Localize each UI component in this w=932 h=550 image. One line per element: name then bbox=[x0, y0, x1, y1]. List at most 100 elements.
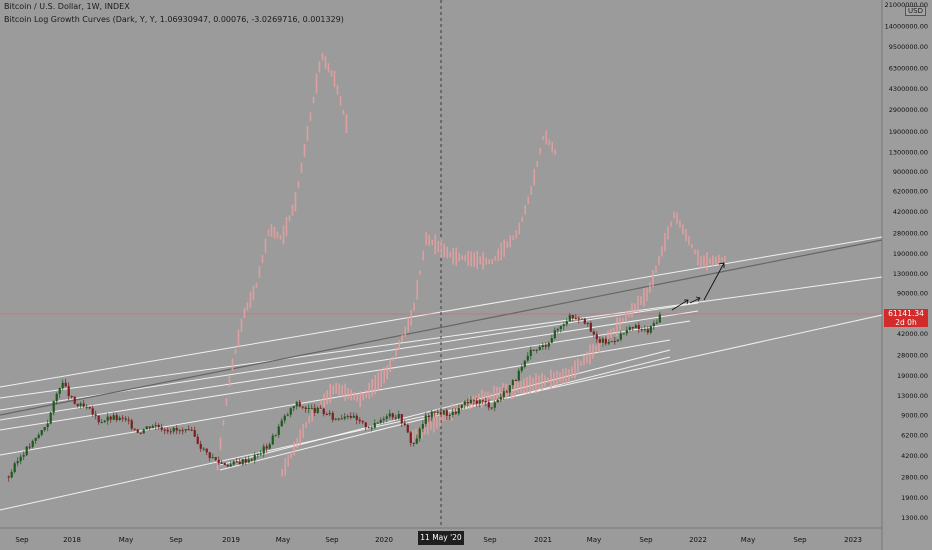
fractal-bar bbox=[700, 256, 702, 268]
candle-body bbox=[157, 425, 160, 428]
fractal-bar bbox=[306, 126, 309, 141]
fractal-bar bbox=[410, 310, 413, 326]
candle-body bbox=[166, 429, 169, 432]
fractal-bar bbox=[315, 73, 318, 94]
candle-body bbox=[244, 459, 247, 463]
fractal-bar bbox=[320, 399, 322, 410]
fractal-bar bbox=[461, 255, 464, 260]
fractal-bar bbox=[222, 419, 225, 426]
candle-body bbox=[487, 402, 490, 408]
candle-body bbox=[469, 399, 472, 404]
fractal-bar bbox=[703, 255, 705, 269]
fractal-bar bbox=[368, 382, 371, 400]
fractal-bar bbox=[249, 291, 252, 308]
x-tick-label: May bbox=[741, 536, 755, 544]
candle-body bbox=[574, 318, 577, 320]
candle-body bbox=[409, 432, 412, 443]
candle-body bbox=[175, 427, 178, 431]
fractal-bar bbox=[312, 96, 315, 104]
candle-body bbox=[382, 418, 385, 420]
candle-body bbox=[187, 429, 190, 431]
candle-body bbox=[406, 424, 409, 433]
candle-body bbox=[94, 414, 97, 416]
candle-body bbox=[655, 322, 658, 324]
fractal-bar bbox=[598, 338, 600, 353]
candle-body bbox=[628, 327, 631, 331]
y-tick-label: 280000.00 bbox=[893, 230, 928, 238]
candle-body bbox=[619, 333, 622, 340]
candle-body bbox=[355, 415, 358, 420]
candle-body bbox=[457, 407, 460, 414]
fractal-bar bbox=[661, 245, 663, 257]
fractal-bar bbox=[299, 428, 301, 446]
fractal-bar bbox=[718, 254, 720, 265]
fractal-bar bbox=[436, 413, 438, 430]
candle-body bbox=[184, 429, 187, 431]
candle-body bbox=[16, 461, 19, 464]
candle-body bbox=[583, 318, 586, 324]
fractal-bar bbox=[333, 70, 336, 88]
fractal-bar bbox=[430, 420, 432, 430]
fractal-bar bbox=[350, 389, 352, 401]
candle-body bbox=[160, 427, 163, 430]
fractal-bar bbox=[326, 390, 328, 405]
fractal-bar bbox=[481, 389, 483, 408]
fractal-bar bbox=[706, 252, 708, 271]
fractal-bar bbox=[530, 185, 533, 195]
candle-body bbox=[100, 422, 103, 424]
candle-body bbox=[34, 437, 37, 441]
candle-body bbox=[148, 426, 151, 429]
fractal-bar bbox=[515, 230, 518, 239]
candle-body bbox=[232, 461, 235, 465]
fractal-bar bbox=[643, 288, 645, 307]
candle-body bbox=[76, 403, 79, 406]
fractal-bar bbox=[425, 231, 428, 246]
fractal-bar bbox=[470, 251, 473, 267]
fractal-bar bbox=[490, 392, 492, 399]
fractal-bar bbox=[282, 225, 285, 245]
candle-body bbox=[316, 407, 319, 413]
fractal-bar bbox=[496, 386, 498, 402]
fractal-bar bbox=[553, 372, 555, 386]
y-tick-label: 1900000.00 bbox=[889, 128, 928, 136]
y-tick-label: 19000.00 bbox=[897, 372, 928, 380]
fractal-bar bbox=[258, 266, 261, 279]
candle-body bbox=[190, 429, 193, 431]
fractal-bar bbox=[583, 355, 585, 366]
fractal-bar bbox=[497, 248, 500, 262]
fractal-bar bbox=[413, 302, 416, 311]
fractal-bar bbox=[476, 250, 479, 269]
fractal-bar bbox=[473, 252, 476, 267]
fractal-bar bbox=[383, 367, 386, 384]
arrow-annotation bbox=[703, 262, 725, 301]
candle-countdown: 2d 0h bbox=[895, 318, 917, 327]
y-tick-label: 190000.00 bbox=[893, 250, 928, 258]
fractal-bar bbox=[709, 258, 711, 264]
candle-body bbox=[202, 448, 205, 450]
fractal-bar bbox=[305, 421, 307, 429]
fractal-bar bbox=[231, 358, 234, 371]
candle-body bbox=[379, 419, 382, 423]
candle-body bbox=[163, 429, 166, 431]
candle-body bbox=[133, 428, 136, 430]
fractal-bar bbox=[532, 377, 534, 391]
fractal-bar bbox=[676, 212, 678, 225]
fractal-bar bbox=[276, 231, 279, 239]
candle-body bbox=[601, 338, 604, 343]
candle-body bbox=[523, 360, 526, 367]
fractal-bar bbox=[625, 311, 627, 323]
candle-body bbox=[592, 331, 595, 335]
fractal-bar bbox=[228, 375, 231, 387]
fractal-bar bbox=[694, 249, 696, 255]
candle-body bbox=[226, 465, 229, 467]
fractal-bar bbox=[488, 259, 491, 265]
x-tick-label: Sep bbox=[325, 536, 339, 544]
candle-body bbox=[322, 408, 325, 414]
fractal-bar bbox=[332, 385, 334, 395]
candle-body bbox=[169, 431, 172, 433]
fractal-bar bbox=[493, 385, 495, 405]
currency-label[interactable]: USD bbox=[905, 6, 926, 16]
fractal-bar bbox=[631, 303, 633, 318]
fractal-bar bbox=[673, 211, 675, 219]
